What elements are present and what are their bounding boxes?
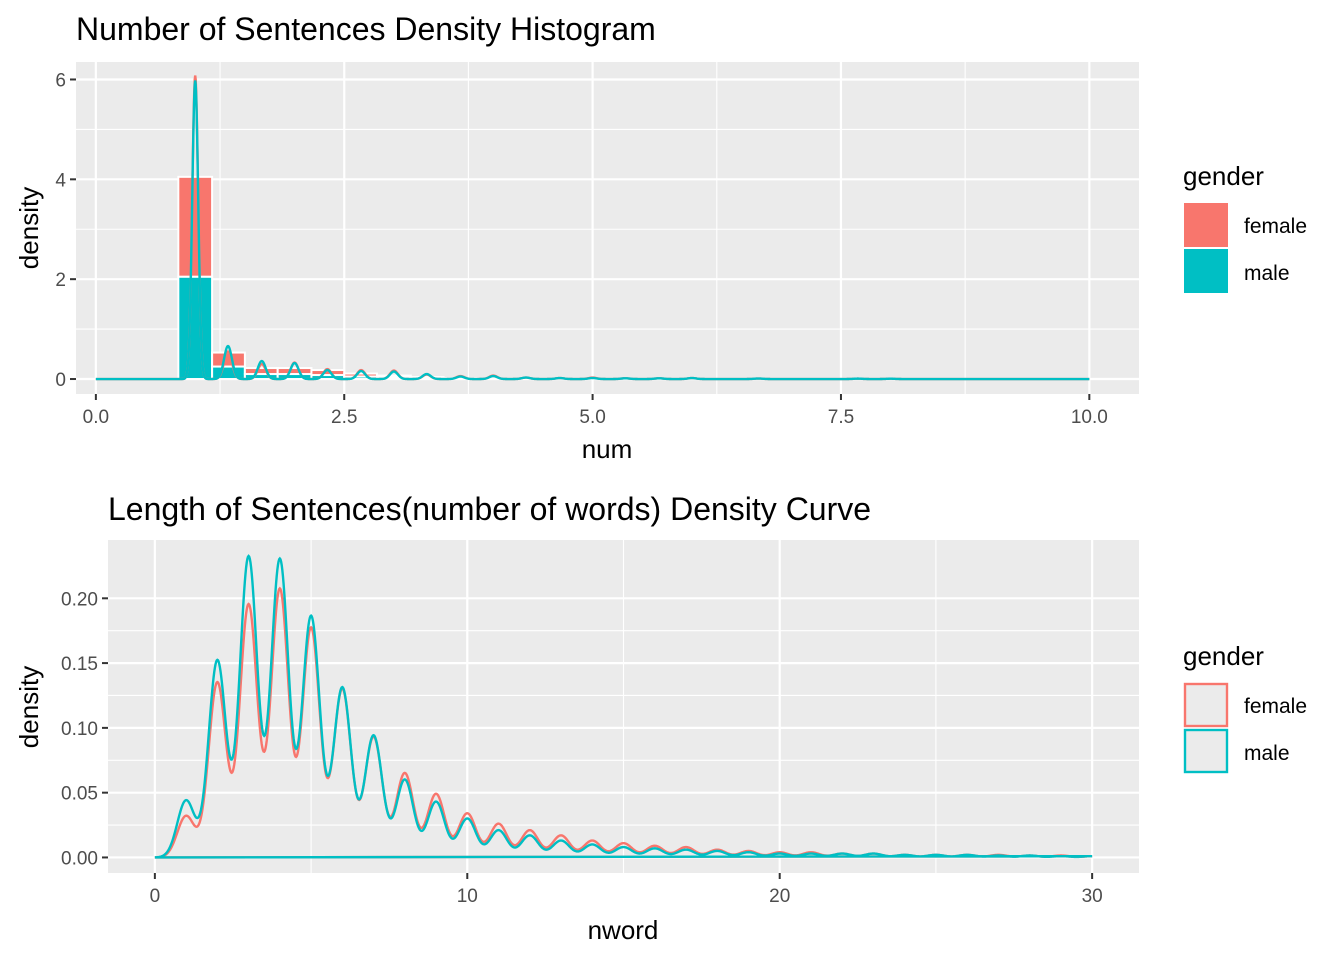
y-axis-ticks: 0.00 0.05 0.10 0.15 0.20: [61, 589, 108, 869]
x-tick-label: 5.0: [579, 407, 605, 428]
x-tick-label: 2.5: [331, 407, 357, 428]
x-tick-label: 10.0: [1071, 407, 1108, 428]
histogram-bar-female: [276, 367, 313, 376]
legend: gender female male: [1183, 641, 1307, 774]
y-axis-title: density: [14, 187, 44, 269]
y-axis-title: density: [14, 666, 44, 748]
y-tick-label: 0.20: [61, 589, 98, 610]
x-axis-title: num: [582, 434, 633, 464]
x-axis-ticks: 0.0 2.5 5.0 7.5 10.0: [83, 394, 1108, 428]
x-tick-label: 20: [769, 886, 790, 907]
x-tick-label: 0: [150, 886, 161, 907]
density-lines: [154, 554, 1093, 859]
legend-title: gender: [1183, 641, 1264, 671]
x-axis-ticks: 0 10 20 30: [150, 873, 1103, 907]
y-tick-label: 0.05: [61, 784, 98, 805]
y-tick-label: 0.10: [61, 719, 98, 740]
x-tick-label: 30: [1082, 886, 1103, 907]
y-tick-label: 0: [55, 370, 66, 391]
chart-title: Length of Sentences(number of words) Den…: [108, 491, 871, 527]
legend-title: gender: [1183, 161, 1264, 191]
histogram-bar-female: [211, 351, 246, 368]
chart-number-of-sentences: Number of Sentences Density Histogram 0 2…: [14, 11, 1307, 464]
legend-label-male: male: [1244, 742, 1290, 765]
legend-key-male: [1183, 728, 1229, 774]
density-lines: [95, 75, 1090, 381]
x-tick-label: 10: [457, 886, 478, 907]
x-axis-title: nword: [588, 915, 659, 945]
y-tick-label: 0.00: [61, 848, 98, 869]
legend-key-male: [1182, 247, 1230, 295]
legend-key-female: [1182, 201, 1230, 249]
legend-key-female: [1183, 682, 1229, 728]
histogram-bar-female: [376, 374, 412, 379]
density-line-male: [95, 80, 1090, 381]
density-line-male: [154, 554, 1093, 859]
y-tick-label: 2: [55, 270, 66, 291]
plot-panel: [76, 62, 1139, 394]
x-tick-label: 7.5: [828, 407, 854, 428]
histogram-bar-female: [343, 372, 379, 378]
histogram-bar-female: [177, 175, 214, 278]
chart-title: Number of Sentences Density Histogram: [76, 11, 656, 47]
legend: gender female male: [1182, 161, 1307, 295]
chart-length-of-sentences: Length of Sentences(number of words) Den…: [14, 491, 1307, 945]
y-tick-label: 6: [55, 70, 66, 91]
y-tick-label: 0.15: [61, 654, 98, 675]
y-tick-label: 4: [55, 170, 66, 191]
histogram-bar-female: [243, 367, 279, 376]
legend-label-female: female: [1244, 695, 1307, 718]
legend-label-female: female: [1244, 215, 1307, 238]
histogram-bars: [177, 175, 478, 381]
histogram-bar-male: [177, 275, 214, 381]
legend-label-male: male: [1244, 262, 1290, 285]
x-tick-label: 0.0: [83, 407, 109, 428]
y-axis-ticks: 0 2 4 6: [55, 70, 76, 391]
